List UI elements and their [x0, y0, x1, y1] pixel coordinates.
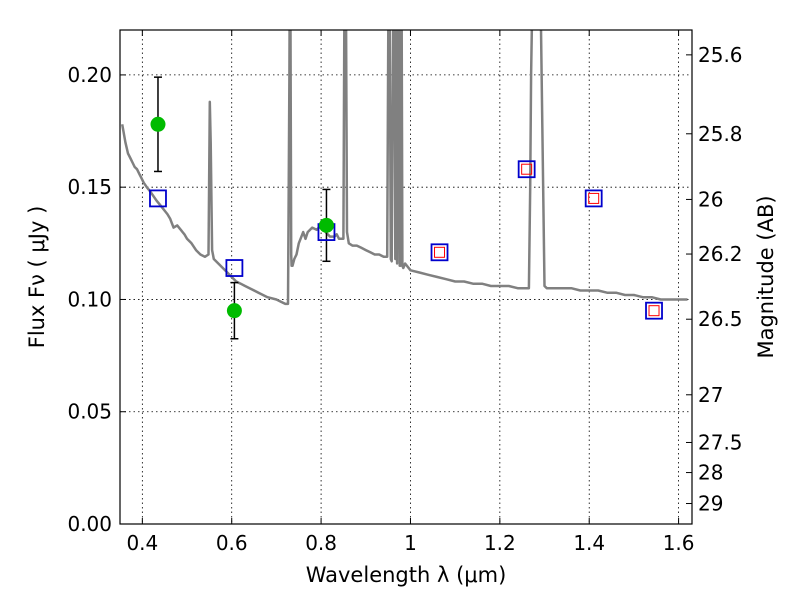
- x-tick-label: 1: [404, 531, 417, 555]
- observed-point: [226, 303, 242, 319]
- right-tick-label: 27.5: [698, 430, 743, 454]
- model-photometry-inner-point: [521, 163, 533, 175]
- model-photometry-inner-point: [434, 246, 446, 258]
- plot-frame: [119, 29, 693, 525]
- x-tick-label: 1.2: [484, 531, 516, 555]
- model-photometry-point: [517, 160, 536, 179]
- x-tick-label: 0.6: [216, 531, 248, 555]
- model-photometry-point: [149, 189, 167, 208]
- right-tick-label: 26.5: [698, 307, 743, 331]
- x-tick-label: 1.4: [573, 531, 605, 555]
- y-tick-label: 0.00: [67, 512, 112, 536]
- model-photometry-inner-point: [588, 192, 600, 204]
- x-tick-label: 0.8: [305, 531, 337, 555]
- y-tick-label: 0.15: [67, 175, 112, 199]
- x-tick-label: 0.4: [126, 531, 158, 555]
- model-photometry-point: [225, 259, 244, 277]
- grid-lines: [120, 30, 692, 524]
- right-tick-label: 25.8: [698, 122, 743, 146]
- y-tick-label: 0.10: [67, 287, 112, 311]
- axis-ticks: 0.4 0.6 0.8 1 1.2 1.4 1.6 0.00 0.05 0.10 0.15 0.20 2…: [67, 30, 743, 555]
- plot-area: [120, 30, 688, 340]
- right-tick-label: 25.6: [698, 43, 743, 67]
- model-photometry-point: [430, 243, 449, 262]
- x-axis-label: Wavelength λ (μm): [306, 563, 507, 587]
- model-photometry-point: [584, 189, 603, 208]
- model-photometry-inner-point: [648, 305, 660, 317]
- y-tick-label: 0.20: [67, 63, 112, 87]
- x-tick-label: 1.6: [663, 531, 695, 555]
- right-tick-label: 28: [698, 461, 723, 485]
- right-tick-label: 29: [698, 492, 723, 516]
- y-tick-label: 0.05: [67, 400, 112, 424]
- right-tick-label: 26.2: [698, 242, 743, 266]
- y-axis-label: Flux Fν ( μJy ): [25, 206, 49, 349]
- right-axis-label: Magnitude (AB): [754, 195, 778, 358]
- model-spectrum-line: [120, 30, 688, 306]
- observed-point: [150, 116, 166, 132]
- observed-point: [318, 217, 334, 233]
- right-tick-label: 26: [698, 187, 723, 211]
- right-tick-label: 27: [698, 383, 723, 407]
- model-photometry-point: [645, 301, 663, 320]
